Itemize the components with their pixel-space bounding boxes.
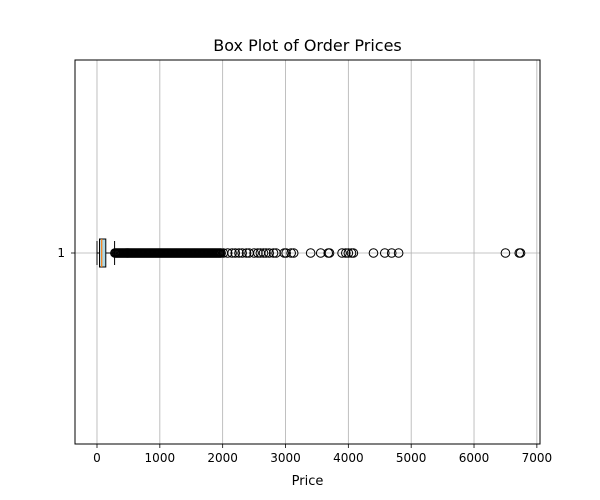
x-tick-label: 7000 (522, 451, 553, 465)
outlier-point (216, 248, 226, 258)
outlier-point (249, 248, 259, 258)
outlier-point (264, 248, 274, 258)
outlier-point (258, 248, 269, 258)
y-tick-label: 1 (57, 246, 65, 260)
x-tick-label: 5000 (396, 451, 427, 465)
grid-lines (75, 60, 540, 444)
box-iqr (99, 238, 107, 268)
outlier-point (281, 248, 291, 258)
outlier-point (286, 248, 296, 258)
x-tick-label: 4000 (333, 451, 364, 465)
outlier-point (515, 248, 526, 258)
outlier-point (241, 248, 252, 258)
outlier-point (234, 248, 244, 258)
outlier-point (237, 248, 247, 258)
x-axis-label: Price (292, 474, 324, 489)
outlier-point (288, 248, 299, 258)
chart-title: Box Plot of Order Prices (213, 36, 402, 55)
x-tick-label: 3000 (270, 451, 301, 465)
outlier-point (337, 248, 347, 258)
outlier-point (227, 248, 237, 258)
outlier-point (222, 248, 233, 258)
outlier-point (305, 248, 316, 258)
outlier-point (348, 248, 359, 258)
outlier-point (368, 248, 379, 258)
plot-area-frame (74, 59, 541, 445)
outlier-point (324, 248, 335, 258)
x-tick-label: 1000 (145, 451, 176, 465)
outlier-point (261, 248, 271, 258)
axis-ticks: 0 1000 2000 3000 4000 5000 6000 7000 1 (57, 246, 552, 465)
outlier-point (393, 248, 404, 258)
outlier-point (268, 248, 279, 258)
outlier-points (110, 248, 526, 258)
outlier-point (341, 248, 351, 258)
outlier-point (230, 248, 241, 258)
x-tick-label: 0 (93, 451, 101, 465)
outlier-point (500, 248, 511, 258)
outlier-point (386, 248, 397, 258)
x-tick-label: 6000 (459, 451, 490, 465)
outlier-point (343, 248, 354, 258)
x-tick-label: 2000 (207, 451, 238, 465)
outlier-point (379, 248, 390, 258)
